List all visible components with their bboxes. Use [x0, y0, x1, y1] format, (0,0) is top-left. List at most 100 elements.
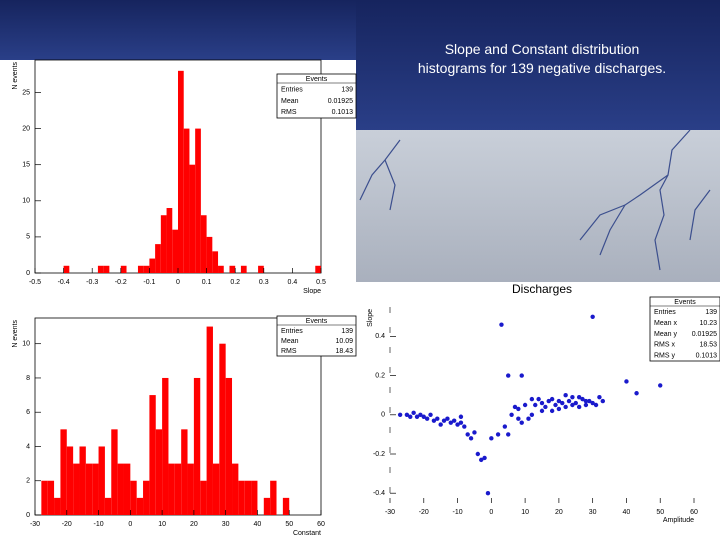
- histogram-bar: [263, 497, 271, 515]
- stats-value: 10.23: [699, 320, 717, 327]
- histogram-bar: [104, 497, 112, 515]
- x-tick-label: -0.3: [86, 279, 98, 286]
- histogram-bar: [103, 265, 110, 273]
- scatter-point: [583, 398, 589, 404]
- histogram-bar: [172, 229, 178, 273]
- scatter-point: [566, 398, 572, 404]
- stats-box: [276, 315, 357, 357]
- x-tick-label: 0.1: [202, 279, 212, 286]
- x-tick-label: -30: [30, 521, 40, 528]
- histogram-bar: [143, 480, 150, 515]
- stats-value: 139: [341, 87, 353, 94]
- x-tick-label: 0.5: [316, 279, 326, 286]
- x-tick-label: 40: [254, 521, 262, 528]
- histogram-bar: [225, 377, 233, 515]
- histogram-bar: [47, 480, 55, 515]
- x-tick-label: 20: [555, 509, 563, 516]
- histogram-bar: [251, 480, 258, 515]
- x-tick-label: 50: [656, 509, 664, 516]
- histogram-bar: [219, 343, 226, 515]
- histogram-bar: [66, 446, 74, 515]
- histogram-bar: [73, 463, 80, 515]
- scatter-point: [462, 424, 467, 429]
- stats-name: RMS: [281, 109, 297, 116]
- scatter-point: [576, 394, 582, 400]
- x-tick-label: 60: [317, 521, 325, 528]
- histogram-bar: [189, 164, 196, 273]
- stats-value: 18.53: [699, 342, 717, 349]
- scatter-point: [414, 414, 420, 419]
- histogram-bar: [181, 429, 188, 515]
- y-tick-label: 0: [26, 270, 30, 277]
- scatter-point: [506, 432, 511, 437]
- scatter-point: [529, 396, 535, 402]
- histogram-bar: [206, 326, 213, 515]
- scatter-point: [549, 396, 555, 402]
- scatter-point: [475, 451, 481, 457]
- y-axis-label: N events: [12, 320, 19, 348]
- scatter-point: [543, 404, 548, 410]
- scatter-point: [526, 416, 531, 421]
- histogram-bar: [149, 395, 156, 515]
- scatter-point: [519, 373, 524, 378]
- stats-value: 139: [705, 309, 717, 316]
- histogram-bar: [155, 429, 163, 515]
- scatter-point: [404, 412, 410, 417]
- scatter-point: [458, 414, 464, 419]
- scatter-point: [418, 412, 423, 417]
- scatter-point: [502, 424, 508, 429]
- y-tick-label: 0: [26, 512, 30, 519]
- histogram-bar: [195, 128, 201, 273]
- scatter-point: [634, 391, 639, 396]
- scatter-point: [479, 457, 484, 463]
- y-tick-label: 25: [22, 89, 30, 96]
- x-tick-label: 50: [285, 521, 293, 528]
- scatter-point: [489, 436, 494, 441]
- scatter-point: [421, 414, 426, 419]
- scatter-point: [482, 455, 487, 461]
- scatter-point: [458, 420, 464, 425]
- scatter-point: [536, 396, 541, 402]
- stats-name: Mean: [281, 338, 299, 345]
- scatter-point: [499, 322, 504, 327]
- histogram-bar: [200, 480, 207, 515]
- x-tick-label: -0.2: [115, 279, 127, 286]
- x-tick-label: -0.4: [58, 279, 70, 286]
- stats-box: [649, 296, 720, 362]
- stats-name: RMS x: [654, 342, 676, 349]
- histogram-bar: [240, 265, 247, 273]
- scatter-point: [445, 416, 450, 421]
- scatter-point: [441, 418, 447, 423]
- histogram-bar: [117, 463, 124, 515]
- stats-value: 0.01925: [328, 98, 353, 105]
- stats-name: Entries: [654, 309, 676, 316]
- histogram-bar: [149, 258, 156, 273]
- histogram-bar: [244, 480, 252, 515]
- histogram-bar: [162, 377, 169, 515]
- y-tick-label: 0.4: [375, 333, 385, 340]
- histogram-bar: [232, 463, 239, 515]
- x-tick-label: 10: [158, 521, 166, 528]
- y-tick-label: 2: [26, 478, 30, 485]
- stats-value: 0.1013: [332, 109, 354, 116]
- histogram-bar: [41, 480, 48, 515]
- y-tick-label: 4: [26, 443, 30, 450]
- scatter-point: [519, 420, 524, 425]
- scatter-point: [560, 400, 565, 406]
- y-tick-label: 20: [22, 125, 30, 132]
- stats-name: Mean y: [654, 331, 677, 338]
- scatter-point: [529, 412, 535, 417]
- scatter-point: [397, 412, 403, 417]
- histogram-bar: [206, 236, 213, 273]
- y-tick-label: 10: [22, 198, 30, 205]
- scatter-point: [563, 393, 568, 398]
- histogram-bar: [270, 480, 277, 515]
- histogram-bar: [136, 497, 144, 515]
- x-tick-label: 0: [128, 521, 132, 528]
- histogram-bar: [174, 463, 182, 515]
- stats-name: Entries: [281, 328, 303, 335]
- scatter-point: [563, 404, 568, 410]
- histogram-bar: [137, 265, 144, 273]
- x-tick-label: 0: [489, 509, 493, 516]
